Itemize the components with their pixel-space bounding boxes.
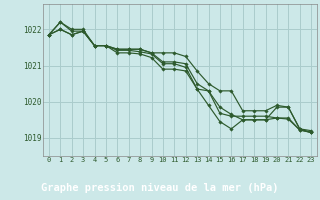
Text: Graphe pression niveau de la mer (hPa): Graphe pression niveau de la mer (hPa) [41, 183, 279, 193]
